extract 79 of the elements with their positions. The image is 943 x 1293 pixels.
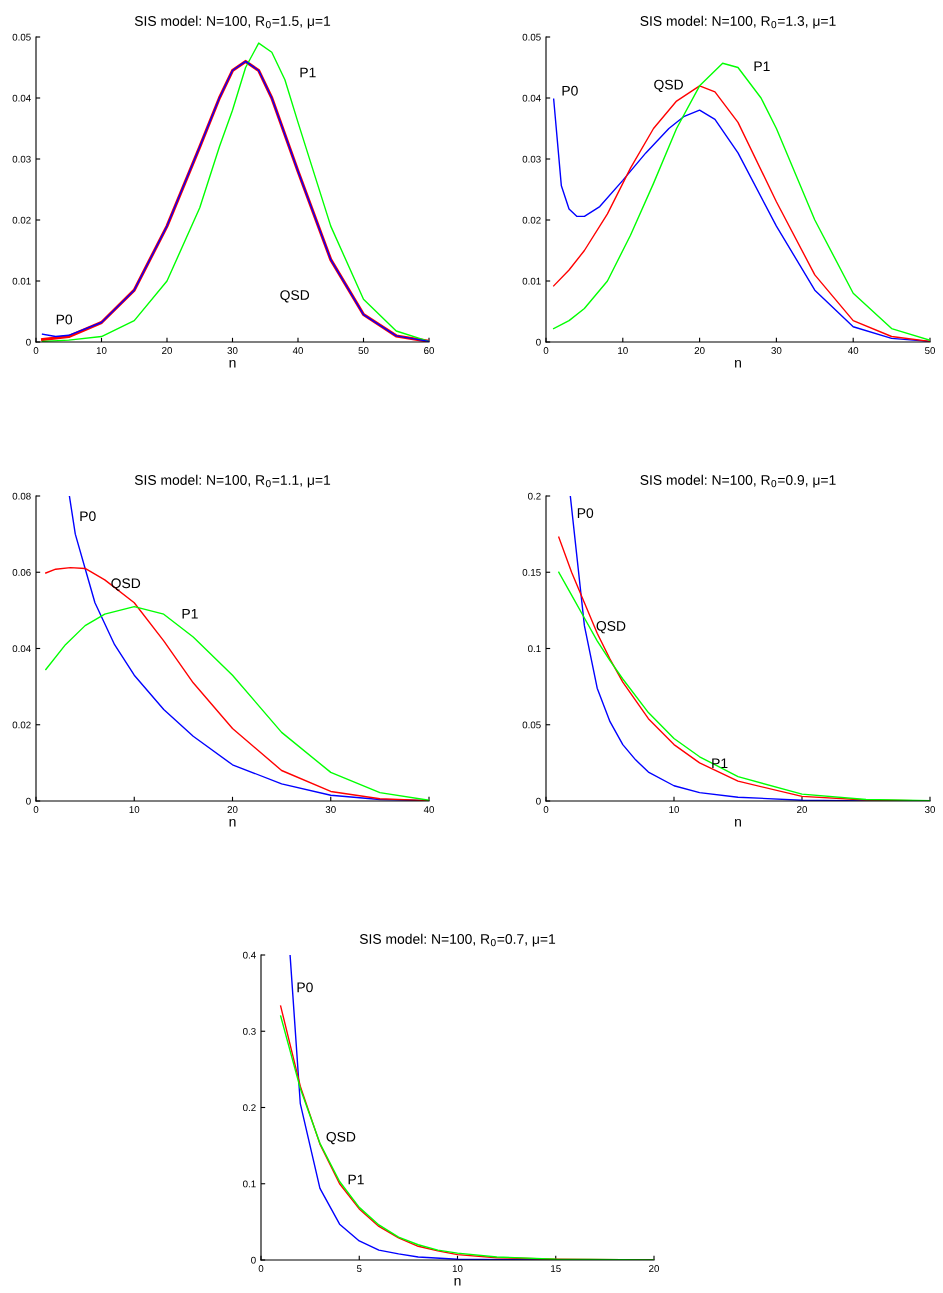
x-axis-title: n (735, 818, 741, 827)
x-tick-label: 15 (551, 1265, 561, 1272)
x-tick-label: 20 (227, 806, 238, 813)
chart-title: SIS model: N=100, R$_{0}$=1.3, μ=1 (640, 15, 836, 29)
y-tick-label: 0.04 (12, 94, 31, 102)
x-axis-title: n (454, 1277, 461, 1286)
x-tick-label: 5 (356, 1265, 362, 1272)
chart-title: SIS model: N=100, R$_{0}$=0.7, μ=1 (359, 933, 556, 947)
x-tick-label: 0 (33, 347, 39, 354)
annotation: QSD (280, 290, 310, 303)
x-tick-label: 40 (292, 347, 304, 354)
x-tick-label: 0 (543, 347, 549, 354)
annotation: P0 (562, 85, 578, 96)
y-tick-label: 0.01 (12, 277, 31, 285)
annotation: P1 (754, 61, 770, 72)
y-tick-label: 0.02 (12, 216, 31, 224)
x-tick-label: 30 (771, 347, 782, 354)
x-axis-title: n (229, 818, 236, 827)
x-tick-label: 0 (33, 806, 39, 813)
annotation: P1 (182, 608, 198, 619)
y-tick-label: 0.01 (522, 277, 541, 285)
y-tick-label: 0.2 (243, 1104, 256, 1112)
x-tick-label: 0 (543, 806, 549, 813)
x-axis-title: n (229, 359, 236, 368)
annotation: P0 (297, 982, 313, 993)
y-tick-label: 0.05 (522, 721, 541, 729)
x-tick-label: 0 (258, 1265, 264, 1272)
x-tick-label: 10 (669, 806, 680, 813)
y-tick-label: 0 (536, 797, 541, 805)
annotation: QSD (596, 621, 626, 634)
y-tick-label: 0 (26, 338, 31, 346)
y-tick-label: 0.04 (522, 94, 541, 102)
annotation: P0 (80, 511, 96, 522)
y-tick-label: 0 (536, 338, 541, 346)
x-tick-label: 20 (162, 347, 173, 354)
y-tick-label: 0.02 (12, 721, 31, 729)
y-tick-label: 0.1 (528, 645, 541, 653)
y-tick-label: 0.1 (243, 1180, 256, 1188)
y-tick-label: 0.05 (12, 33, 31, 41)
annotation: QSD (111, 578, 141, 591)
y-tick-label: 0.03 (12, 155, 31, 163)
chart-title: SIS model: N=100, R$_{0}$=1.1, μ=1 (134, 474, 331, 488)
x-tick-label: 20 (694, 347, 705, 354)
chart-title: SIS model: N=100, R$_{0}$=1.5, μ=1 (134, 15, 331, 29)
annotation: P1 (300, 67, 316, 78)
y-tick-label: 0.2 (528, 492, 541, 500)
x-tick-label: 30 (227, 347, 238, 354)
x-tick-label: 10 (129, 806, 140, 813)
chart-title: SIS model: N=100, R$_{0}$=0.9, μ=1 (640, 474, 836, 488)
x-tick-label: 20 (649, 1265, 660, 1272)
x-tick-label: 40 (848, 347, 859, 354)
x-axis-title: n (735, 359, 741, 368)
annotation: P1 (348, 1174, 364, 1185)
x-tick-label: 50 (924, 347, 936, 354)
y-tick-label: 0.15 (522, 568, 541, 576)
x-tick-label: 30 (924, 806, 936, 813)
x-tick-label: 10 (96, 347, 107, 354)
annotation: QSD (326, 1131, 356, 1145)
y-tick-label: 0.02 (522, 216, 541, 224)
x-tick-label: 10 (618, 347, 628, 354)
y-tick-label: 0 (26, 797, 31, 805)
y-tick-label: 0 (251, 1256, 256, 1264)
annotation: P1 (712, 758, 728, 768)
y-tick-label: 0.08 (12, 492, 31, 500)
y-tick-label: 0.06 (12, 568, 31, 576)
x-tick-label: 30 (325, 806, 336, 813)
y-tick-label: 0.05 (522, 33, 541, 41)
y-tick-label: 0.04 (12, 645, 31, 653)
x-tick-label: 50 (358, 347, 369, 354)
annotation: P0 (56, 314, 73, 325)
x-tick-label: 10 (452, 1265, 463, 1272)
x-tick-label: 20 (797, 806, 808, 813)
y-tick-label: 0.3 (243, 1027, 256, 1035)
annotation: P0 (577, 508, 594, 519)
x-tick-label: 40 (423, 806, 435, 813)
y-tick-label: 0.4 (243, 951, 256, 959)
x-tick-label: 60 (424, 347, 435, 354)
annotation: QSD (654, 79, 683, 93)
y-tick-label: 0.03 (522, 155, 541, 163)
